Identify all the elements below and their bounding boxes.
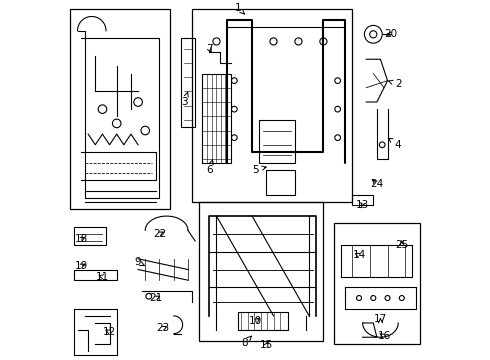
Bar: [71, 9, 170, 209]
Text: 19: 19: [74, 261, 88, 271]
Text: 12: 12: [103, 327, 116, 337]
Text: 17: 17: [374, 314, 387, 324]
Text: 25: 25: [395, 239, 409, 249]
Text: 8: 8: [242, 336, 251, 347]
Text: 24: 24: [370, 179, 384, 189]
Text: 5: 5: [252, 165, 266, 175]
Text: 21: 21: [149, 293, 163, 303]
Text: 22: 22: [153, 229, 166, 239]
Text: 11: 11: [96, 272, 109, 282]
Bar: [198, 202, 323, 341]
Text: 1: 1: [235, 3, 245, 14]
Text: 3: 3: [181, 91, 188, 107]
Bar: [74, 227, 106, 244]
Bar: [192, 9, 352, 202]
Text: 7: 7: [206, 44, 213, 54]
Text: 15: 15: [260, 340, 273, 350]
Text: 18: 18: [74, 234, 88, 244]
Bar: [74, 270, 117, 280]
Bar: [259, 120, 295, 163]
Text: 4: 4: [389, 138, 402, 150]
Text: 9: 9: [135, 257, 145, 267]
Bar: [267, 170, 295, 195]
Text: 10: 10: [249, 316, 262, 326]
Bar: [202, 73, 231, 163]
Bar: [352, 195, 373, 205]
Text: 6: 6: [206, 159, 213, 175]
Text: 2: 2: [389, 79, 402, 89]
Bar: [334, 223, 419, 345]
Text: 16: 16: [377, 331, 391, 341]
Text: 23: 23: [156, 323, 170, 333]
Bar: [181, 38, 195, 127]
Text: 14: 14: [352, 250, 366, 260]
Text: 13: 13: [356, 201, 369, 210]
Bar: [238, 312, 288, 330]
Text: 20: 20: [385, 29, 398, 39]
